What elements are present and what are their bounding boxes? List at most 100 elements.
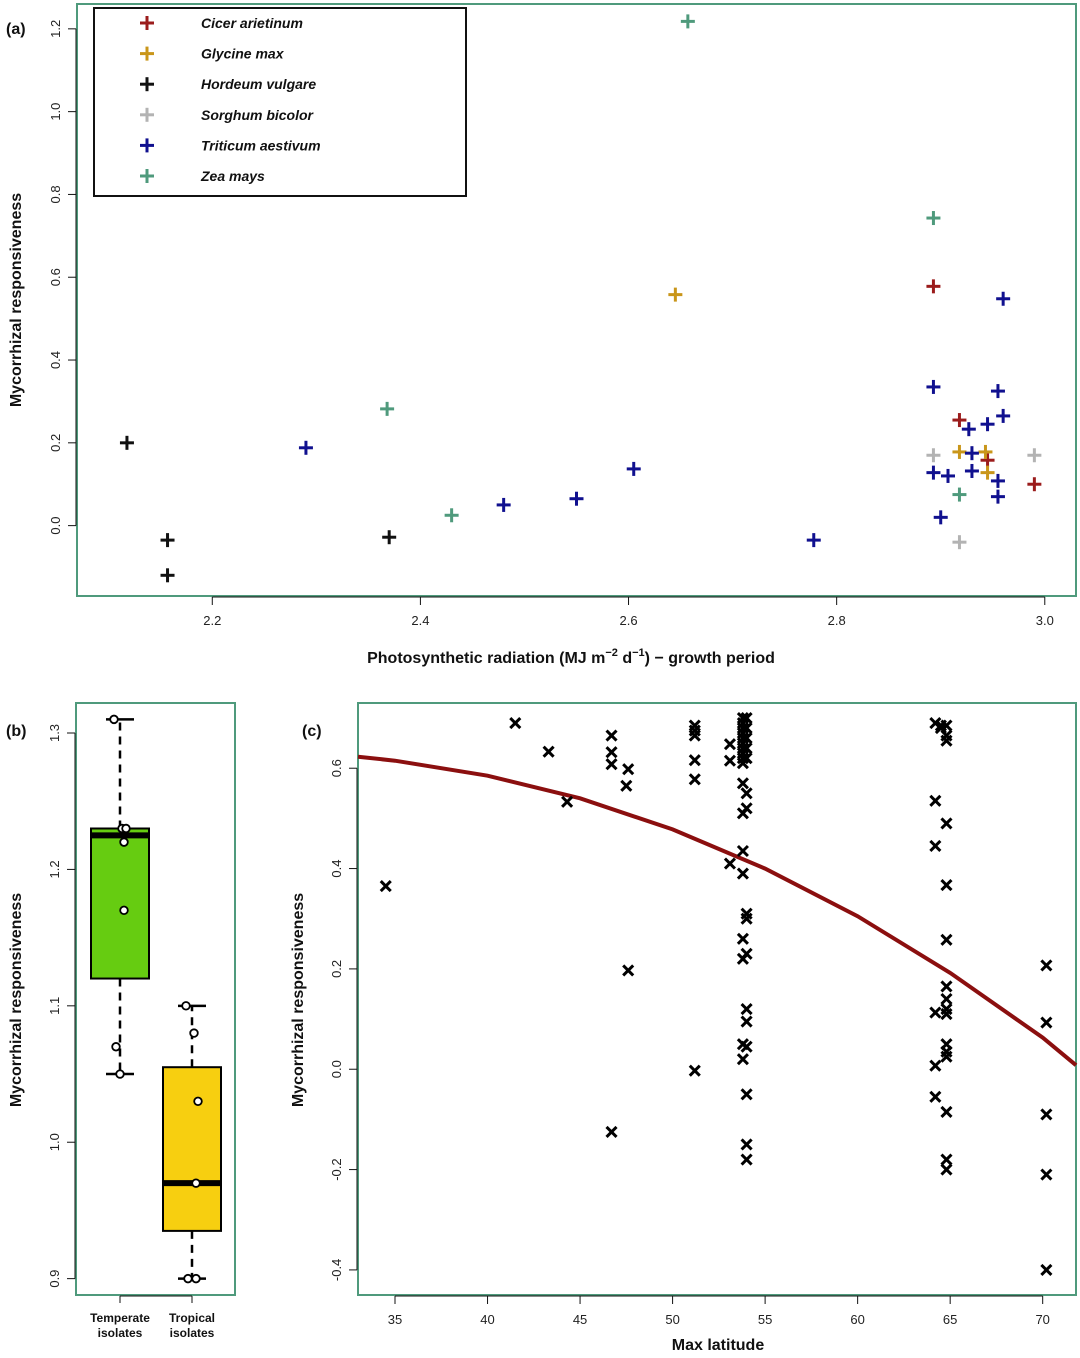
data-point-triticum <box>996 408 1011 423</box>
panel-c-y-tick-label: 0.4 <box>329 860 344 878</box>
panel-c-x-tick-label: 35 <box>388 1312 402 1327</box>
data-point-cicer <box>1027 477 1042 492</box>
panel-c-x-tick-label: 40 <box>480 1312 494 1327</box>
panel-a-y-tick-label: 1.0 <box>48 103 63 121</box>
data-point-triticum <box>964 446 979 461</box>
data-point <box>740 912 753 925</box>
data-point-glycine <box>668 287 683 302</box>
panel-a-x-tick-label: 2.8 <box>828 613 846 628</box>
panel-a-y-tick-label: 0.8 <box>48 185 63 203</box>
panel-c-y-axis: -0.4 -0.2 0.0 0.2 0.4 0.6 <box>329 759 358 1281</box>
data-point <box>940 1105 953 1118</box>
data-point <box>740 1040 753 1053</box>
panel-b-y-axis: 0.9 1.0 1.1 1.2 1.3 <box>47 724 76 1288</box>
data-point <box>740 1002 753 1016</box>
panel-b-y-tick-label: 1.3 <box>47 724 62 742</box>
data-point-sorghum <box>1027 448 1042 463</box>
data-point <box>605 1125 618 1139</box>
data-point-hordeum <box>160 533 175 548</box>
legend-marker-hordeum <box>140 77 154 92</box>
panel-c-y-tick-label: 0.0 <box>329 1060 344 1078</box>
data-point <box>740 1153 753 1166</box>
data-point <box>1040 1016 1053 1029</box>
panel-a-y-label: Mycorrhizal responsiveness <box>8 193 25 407</box>
data-point <box>1040 959 1053 972</box>
data-point <box>940 879 953 892</box>
box-data-point <box>183 1273 193 1284</box>
data-point-glycine <box>952 444 967 459</box>
data-point <box>1040 1168 1053 1181</box>
panel-a-frame <box>76 3 1077 597</box>
panel-a-y-tick-label: 0.2 <box>48 434 63 452</box>
data-point <box>940 1163 953 1176</box>
data-point <box>509 717 522 730</box>
panel-c-y-tick-label: -0.2 <box>329 1158 344 1180</box>
panel-a-x-tick-label: 3.0 <box>1036 613 1054 628</box>
panel-c-x-tick-label: 70 <box>1035 1312 1049 1327</box>
data-point <box>940 992 953 1006</box>
data-point-cicer <box>980 453 995 468</box>
data-point-triticum <box>933 510 948 525</box>
panel-b-y-tick-label: 1.0 <box>47 1133 62 1151</box>
data-point-triticum <box>990 489 1005 504</box>
data-point-zea <box>680 14 695 29</box>
data-point <box>723 857 737 870</box>
box-data-point <box>121 823 131 834</box>
box-data-point <box>111 1042 121 1052</box>
data-point <box>736 844 749 858</box>
data-point <box>736 777 749 790</box>
data-point <box>736 867 749 880</box>
data-point <box>740 722 753 735</box>
panel-c-frame <box>357 702 1077 1296</box>
panel-a-y-tick-label: 0.6 <box>48 268 63 286</box>
data-point-triticum <box>298 440 313 455</box>
data-point <box>940 980 953 993</box>
panel-c-label: (c) <box>302 723 322 740</box>
data-point-sorghum <box>926 448 941 463</box>
data-point-glycine <box>978 444 993 459</box>
data-point <box>740 802 753 815</box>
legend-label-triticum: Triticum aestivum <box>201 137 321 153</box>
panel-a-x-tick-label: 2.6 <box>619 613 637 628</box>
legend-marker-zea <box>140 169 154 183</box>
data-point-triticum <box>926 465 941 480</box>
panel-a-y-axis: 0.0 0.2 0.4 0.6 0.8 1.0 1.2 <box>48 20 77 535</box>
legend-box <box>93 7 467 197</box>
data-point <box>605 758 618 771</box>
data-point-triticum <box>626 461 641 476</box>
data-point <box>723 738 737 751</box>
data-point-triticum <box>964 463 979 478</box>
panel-a-y-tick-label: 1.2 <box>48 20 63 38</box>
data-point <box>605 746 618 759</box>
data-point-cicer <box>926 279 941 294</box>
panel-c: (c) -0.4 -0.2 0.0 0.2 0.4 0.6 35 40 45 50 55 60 65 7… <box>290 702 1078 1354</box>
panel-c-points <box>379 711 1053 1276</box>
data-point <box>688 729 701 742</box>
data-point-triticum <box>496 497 511 512</box>
panel-b-category-label: isolates <box>98 1326 143 1340</box>
data-point <box>740 1088 753 1101</box>
box-data-point <box>189 1028 199 1038</box>
panel-a: (a) 0.0 0.2 0.4 0.6 0.8 1.0 1.2 2.2 2.4 2.6 2.8 3.… <box>6 3 1077 667</box>
data-point-zea <box>380 401 395 416</box>
panel-b-category-label: Tropical <box>169 1311 215 1325</box>
boxplot-temperate_box <box>90 714 150 1079</box>
data-point-triticum <box>926 379 941 394</box>
data-point <box>740 752 753 765</box>
data-point <box>622 763 635 776</box>
data-point-triticum <box>569 491 584 506</box>
data-point <box>542 745 555 758</box>
data-point <box>740 1015 753 1028</box>
box-data-point <box>119 905 129 916</box>
panel-c-x-tick-label: 60 <box>850 1312 864 1327</box>
panel-c-x-tick-label: 50 <box>665 1312 679 1327</box>
panel-b-boxes <box>90 714 222 1284</box>
panel-c-x-label: Max latitude <box>672 1337 765 1354</box>
panel-b-category-label: Temperate <box>90 1311 150 1325</box>
panel-c-y-tick-label: 0.6 <box>329 759 344 777</box>
data-point <box>940 719 953 732</box>
panel-a-y-tick-label: 0.0 <box>48 517 63 535</box>
data-point <box>688 1064 701 1077</box>
panel-a-x-label: Photosynthetic radiation (MJ m−2 d−1) − … <box>367 647 775 667</box>
